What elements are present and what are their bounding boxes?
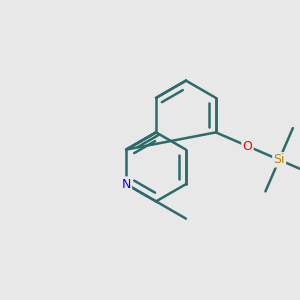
Text: N: N [122, 178, 131, 190]
Text: O: O [242, 140, 252, 153]
Text: Si: Si [273, 153, 285, 166]
